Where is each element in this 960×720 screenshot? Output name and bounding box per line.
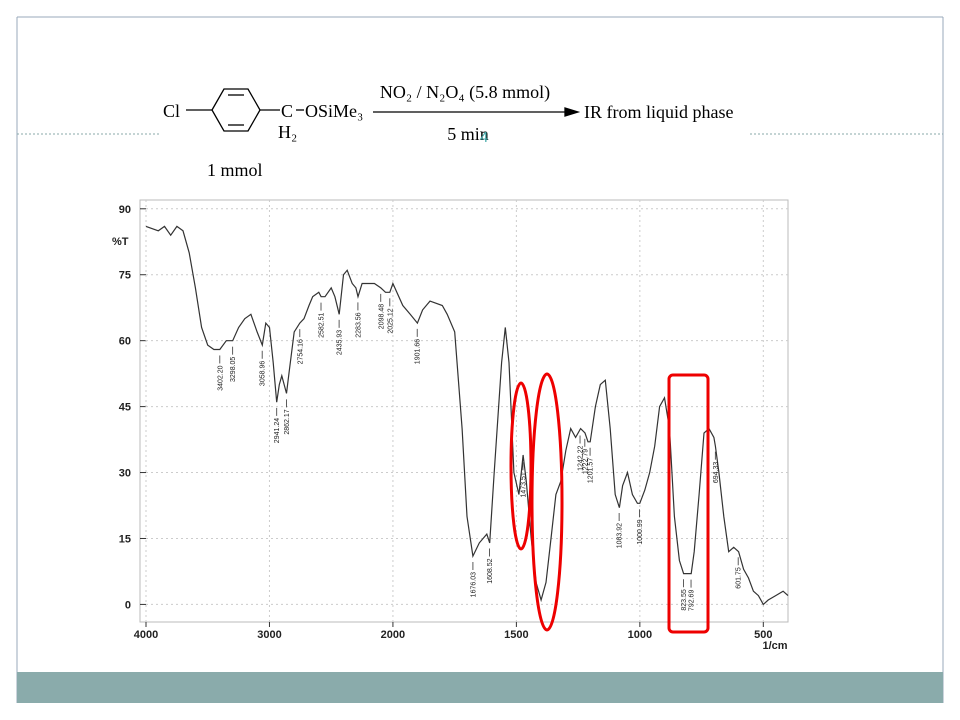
peak-label: 2754.16 xyxy=(297,339,304,364)
peak-label: 2862.17 xyxy=(284,409,291,434)
y-tick-label: 45 xyxy=(119,402,131,414)
atom-label: H₂ xyxy=(278,122,297,142)
peak-label: 823.55 xyxy=(681,589,688,611)
atom-label: C xyxy=(281,101,293,121)
x-tick-label: 1000 xyxy=(628,629,652,641)
reagent: NO₂ / N₂O₄ (5.8 mmol) xyxy=(380,82,550,103)
highlight xyxy=(667,373,710,634)
peak-label: 2941.24 xyxy=(274,418,281,443)
peak-label: 2098.48 xyxy=(378,304,385,329)
atom-label: OSiMe₃ xyxy=(305,101,363,121)
y-tick-label: 0 xyxy=(125,599,131,611)
peak-label: 3402.20 xyxy=(217,365,224,390)
amount: 1 mmol xyxy=(207,160,263,180)
peak-label: 2283.56 xyxy=(355,312,362,337)
product: IR from liquid phase xyxy=(584,102,733,122)
plot-frame xyxy=(139,199,789,623)
arrow-head xyxy=(564,107,581,117)
peak-label: 1901.66 xyxy=(415,339,422,364)
peak-label: 1676.03 xyxy=(470,572,477,597)
y-tick-label: 60 xyxy=(119,336,131,348)
x-tick-label: 500 xyxy=(754,629,772,641)
peak-label: 1242.22 xyxy=(578,445,585,470)
x-tick-label: 2000 xyxy=(381,629,405,641)
peak-label: 2025.12 xyxy=(387,308,394,333)
peak-label: 1608.52 xyxy=(487,558,494,583)
peak-label: 1000.99 xyxy=(637,519,644,544)
peak-label: 3298.05 xyxy=(230,357,237,382)
y-tick-label: 75 xyxy=(119,270,131,282)
footer-bar xyxy=(17,672,943,703)
atom-label: Cl xyxy=(163,101,180,121)
peak-label: 792.69 xyxy=(689,590,696,612)
reaction-scheme xyxy=(186,88,581,132)
peak-label: 1083.92 xyxy=(617,523,624,548)
spectrum-line xyxy=(145,225,789,606)
peak-label: 2435.93 xyxy=(337,330,344,355)
peak-label: 694.33 xyxy=(713,462,720,484)
highlight xyxy=(530,372,564,632)
y-axis-label: %T xyxy=(112,236,129,248)
ir-spectrum: 0 15 30 45 60 75 90 4000 3000 2000 1500 1000 500 %T 1/… xyxy=(112,199,789,652)
peak-label: 3058.96 xyxy=(260,361,267,386)
x-tick-label: 4000 xyxy=(134,629,158,641)
peak-label: 2582.51 xyxy=(319,312,326,337)
x-axis-label: 1/cm xyxy=(762,640,787,652)
highlight xyxy=(509,381,533,551)
peak-label: 1201.57 xyxy=(588,458,595,483)
y-tick-label: 90 xyxy=(119,204,131,216)
peak-label: 1473.51 xyxy=(520,472,527,497)
x-tick-label: 3000 xyxy=(257,629,281,641)
peak-label: 1222.79 xyxy=(582,449,589,474)
reaction-time: 5 min xyxy=(447,124,489,144)
x-tick-label: 1500 xyxy=(504,629,528,641)
y-tick-label: 15 xyxy=(119,533,131,545)
peak-label: 601.75 xyxy=(736,567,743,589)
y-tick-label: 30 xyxy=(119,468,131,480)
page-number: 4 xyxy=(480,129,488,146)
